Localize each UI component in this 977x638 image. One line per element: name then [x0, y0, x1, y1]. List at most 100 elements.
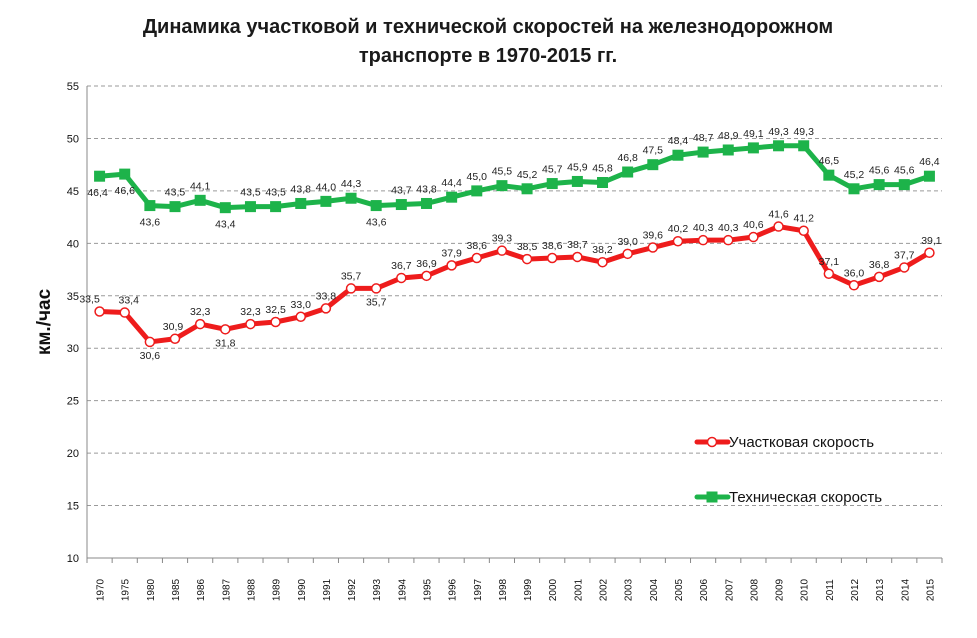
data-point-section-speed	[848, 280, 860, 291]
data-point-technical-speed	[471, 185, 483, 197]
data-label-technical-speed: 45,0	[467, 171, 488, 183]
data-point-section-speed	[924, 247, 935, 259]
data-label-technical-speed: 49,3	[793, 126, 814, 138]
data-point-technical-speed	[496, 180, 508, 192]
grid-layer	[87, 85, 942, 507]
data-point-technical-speed	[848, 183, 860, 195]
data-point-section-speed	[672, 235, 684, 247]
data-label-technical-speed: 46,4	[87, 187, 108, 199]
data-label-section-speed: 30,9	[163, 321, 184, 333]
data-label-technical-speed: 45,2	[517, 169, 538, 181]
data-label-technical-speed: 48,7	[693, 132, 714, 144]
x-tick-label: 2008	[749, 578, 760, 601]
legend-label-technical-speed: Техническая скорость	[729, 489, 882, 506]
data-point-technical-speed	[898, 179, 910, 191]
data-point-technical-speed	[773, 140, 785, 152]
data-label-section-speed: 38,6	[542, 240, 563, 252]
data-label-technical-speed: 43,4	[215, 219, 236, 231]
data-label-technical-speed: 43,5	[265, 187, 286, 199]
data-point-section-speed	[270, 316, 281, 328]
data-label-section-speed: 38,7	[567, 239, 588, 251]
data-point-section-speed	[546, 252, 558, 264]
data-label-section-speed: 39,1	[921, 235, 942, 247]
data-label-section-speed: 35,7	[366, 296, 387, 308]
x-tick-label: 1994	[397, 578, 408, 601]
data-label-section-speed: 33,0	[291, 299, 312, 311]
data-label-technical-speed: 46,5	[819, 155, 840, 167]
x-tick-label: 2011	[825, 579, 836, 601]
x-tick-label: 1990	[297, 578, 308, 601]
data-point-technical-speed	[923, 170, 935, 182]
data-label-technical-speed: 43,6	[140, 217, 161, 229]
data-label-section-speed: 39,6	[643, 230, 664, 242]
data-point-section-speed	[597, 256, 608, 268]
y-tick-label: 50	[67, 133, 79, 145]
data-point-technical-speed	[747, 142, 759, 154]
x-tick-label: 1993	[372, 578, 383, 601]
x-tick-label: 1997	[473, 578, 484, 601]
data-point-section-speed	[572, 251, 583, 263]
data-label-section-speed: 32,3	[240, 306, 261, 318]
data-point-section-speed	[647, 242, 659, 253]
data-point-section-speed	[245, 318, 256, 330]
data-point-section-speed	[295, 311, 306, 323]
data-label-technical-speed: 43,5	[165, 187, 186, 199]
y-tick-label: 45	[67, 186, 79, 198]
data-label-section-speed: 40,3	[693, 222, 714, 234]
data-label-section-speed: 38,6	[467, 240, 488, 252]
legend-marker-technical-speed	[706, 491, 718, 503]
y-tick-label: 10	[67, 553, 79, 565]
data-label-section-speed: 37,7	[894, 249, 915, 261]
x-tick-label: 2013	[875, 578, 886, 601]
x-tick-label: 1975	[121, 578, 132, 601]
data-label-section-speed: 31,8	[215, 337, 236, 349]
data-label-technical-speed: 45,7	[542, 164, 563, 176]
data-label-technical-speed: 45,2	[844, 169, 865, 181]
data-label-section-speed: 36,0	[844, 267, 865, 279]
data-point-section-speed	[94, 306, 105, 317]
data-label-technical-speed: 43,6	[366, 217, 387, 229]
data-point-technical-speed	[395, 199, 407, 211]
x-tick-label: 2003	[624, 578, 635, 601]
x-tick-label: 1980	[146, 578, 157, 601]
data-point-section-speed	[873, 271, 885, 283]
y-tick-label: 15	[67, 501, 79, 513]
x-tick-label: 2010	[800, 578, 811, 601]
data-point-section-speed	[823, 268, 835, 280]
x-tick-label: 2006	[699, 578, 710, 601]
data-point-technical-speed	[622, 166, 634, 178]
data-point-technical-speed	[521, 183, 533, 195]
data-point-section-speed	[798, 225, 809, 236]
data-point-section-speed	[748, 231, 759, 243]
x-tick-label: 1988	[246, 578, 257, 601]
y-tick-label: 20	[67, 448, 79, 460]
data-label-section-speed: 41,6	[768, 209, 789, 221]
x-tick-label: 1996	[448, 578, 459, 601]
data-label-technical-speed: 44,3	[341, 178, 362, 190]
y-tick-label: 40	[67, 238, 79, 250]
y-tick-label: 30	[67, 343, 79, 355]
data-label-technical-speed: 44,0	[316, 181, 337, 193]
data-point-technical-speed	[119, 168, 131, 180]
data-label-section-speed: 37,9	[441, 247, 462, 259]
data-point-technical-speed	[144, 200, 156, 212]
data-point-technical-speed	[320, 195, 332, 207]
data-point-technical-speed	[219, 202, 231, 214]
data-label-technical-speed: 43,8	[416, 183, 437, 195]
data-point-section-speed	[220, 324, 231, 335]
data-point-technical-speed	[370, 200, 382, 212]
data-label-technical-speed: 44,4	[441, 177, 462, 189]
data-point-technical-speed	[295, 197, 307, 209]
x-tick-label: 2001	[573, 578, 584, 601]
data-point-technical-speed	[697, 146, 709, 158]
data-label-section-speed: 36,8	[869, 259, 890, 271]
data-point-section-speed	[446, 260, 457, 271]
data-label-technical-speed: 46,4	[919, 156, 940, 168]
x-tick-label: 2007	[724, 578, 735, 601]
x-tick-label: 1992	[347, 578, 358, 601]
data-point-technical-speed	[345, 192, 357, 204]
data-label-technical-speed: 47,5	[643, 145, 664, 157]
data-label-section-speed: 41,2	[793, 213, 814, 225]
x-tick-label: 2004	[649, 578, 660, 601]
data-point-section-speed	[370, 283, 382, 294]
